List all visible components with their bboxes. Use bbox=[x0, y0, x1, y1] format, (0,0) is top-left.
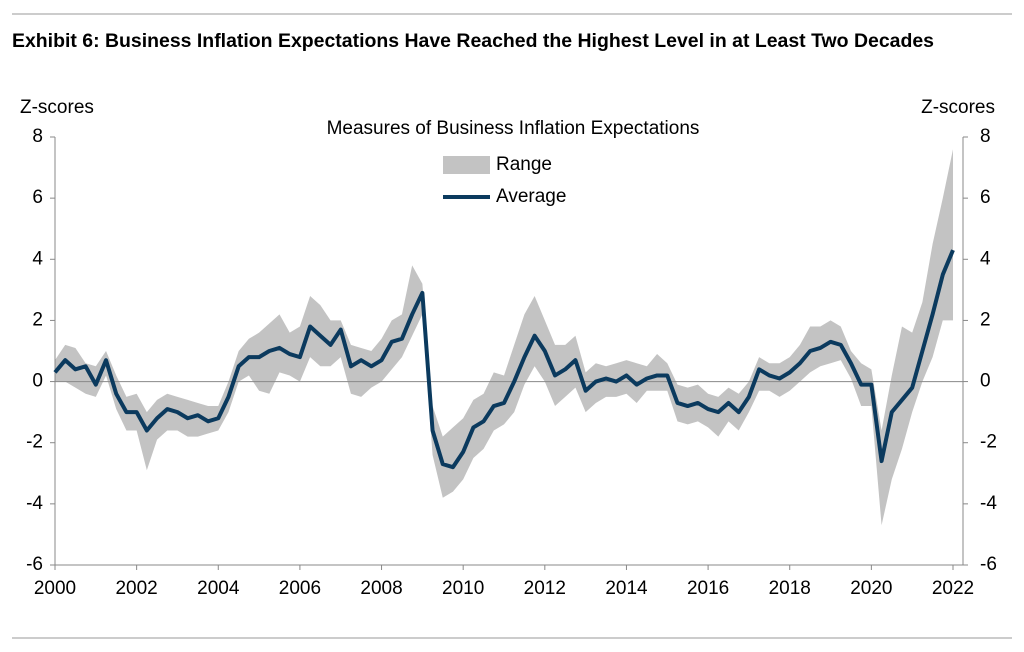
y-tick-label: 6 bbox=[32, 187, 43, 208]
y-tick-label: -4 bbox=[26, 493, 43, 514]
y2-tick-label: 4 bbox=[980, 248, 991, 269]
y-tick-label: 4 bbox=[32, 248, 43, 269]
y-tick-label: 2 bbox=[32, 309, 43, 330]
x-tick-label: 2016 bbox=[687, 578, 729, 599]
y-tick-label: 0 bbox=[32, 371, 43, 392]
y2-tick-label: 0 bbox=[980, 371, 991, 392]
x-tick-label: 2020 bbox=[850, 578, 892, 599]
average-line bbox=[53, 249, 955, 470]
x-tick-label: 2008 bbox=[360, 578, 402, 599]
x-tick-label: 2002 bbox=[115, 578, 157, 599]
y-tick-label: -2 bbox=[26, 432, 43, 453]
chart-title: Exhibit 6: Business Inflation Expectatio… bbox=[12, 31, 934, 52]
x-tick-label: 2004 bbox=[197, 578, 240, 599]
y2-tick-label: -2 bbox=[980, 432, 997, 453]
x-tick-label: 2018 bbox=[769, 578, 811, 599]
x-tick-label: 2014 bbox=[605, 578, 648, 599]
x-tick-label: 2012 bbox=[524, 578, 566, 599]
x-tick-label: 2006 bbox=[279, 578, 321, 599]
y2-tick-label: 2 bbox=[980, 309, 991, 330]
legend-swatch bbox=[443, 156, 490, 174]
legend-label: Average bbox=[496, 186, 566, 207]
y2-axis-label: Z-scores bbox=[921, 97, 995, 118]
x-tick-label: 2010 bbox=[442, 578, 484, 599]
y-axis-label: Z-scores bbox=[20, 97, 94, 118]
y2-tick-label: 6 bbox=[980, 187, 991, 208]
y-tick-label: -6 bbox=[26, 554, 43, 575]
x-tick-label: 2000 bbox=[34, 578, 76, 599]
chart-subtitle: Measures of Business Inflation Expectati… bbox=[327, 118, 700, 139]
y2-tick-label: 8 bbox=[980, 126, 991, 147]
y2-tick-label: -6 bbox=[980, 554, 997, 575]
x-tick-label: 2022 bbox=[932, 578, 974, 599]
y2-tick-label: -4 bbox=[980, 493, 997, 514]
y-tick-label: 8 bbox=[32, 126, 43, 147]
legend-label: Range bbox=[496, 154, 552, 175]
